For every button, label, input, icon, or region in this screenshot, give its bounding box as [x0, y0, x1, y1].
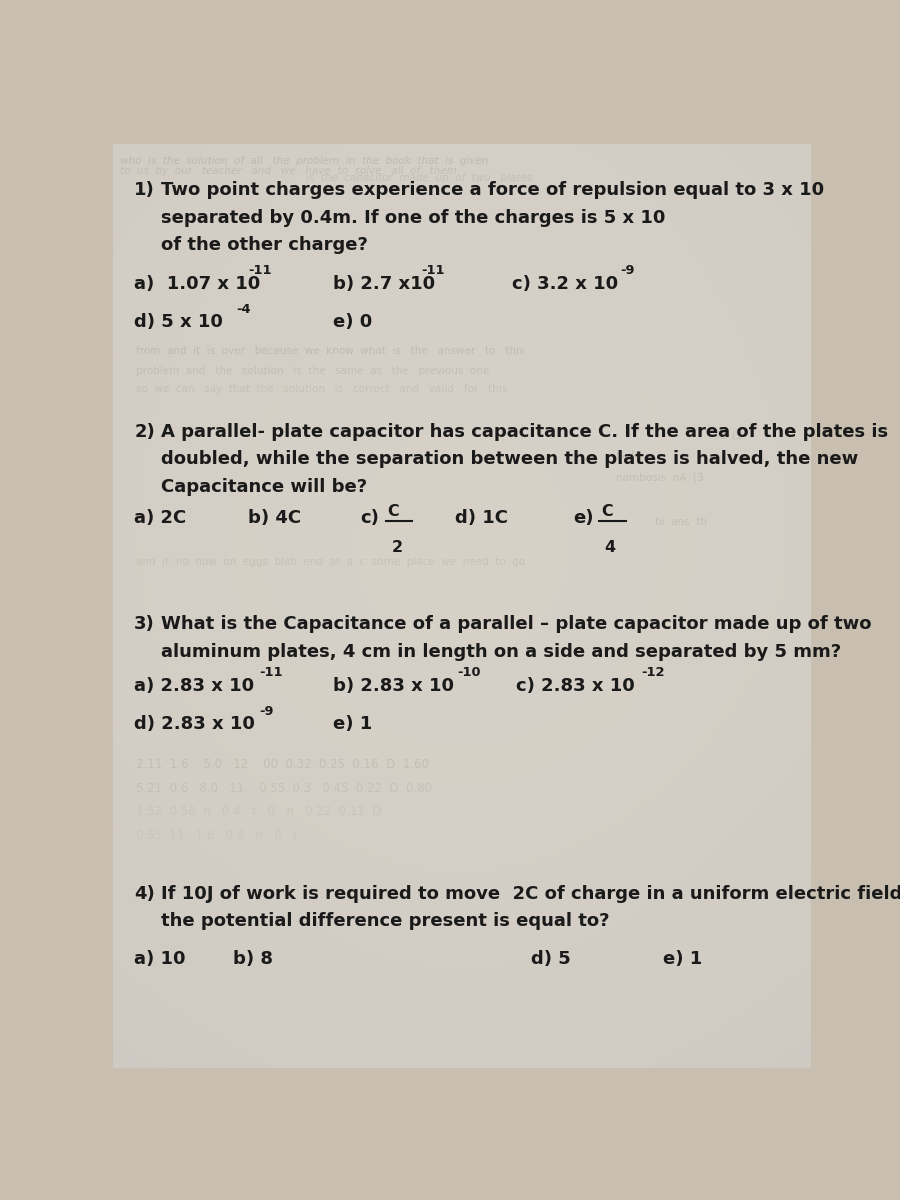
Text: -9: -9	[260, 704, 274, 718]
Text: to  us  by  our   teacher   and   we   have  to  solve   all  of   them: to us by our teacher and we have to solv…	[121, 166, 457, 175]
Text: c): c)	[361, 509, 380, 527]
Text: 3): 3)	[134, 616, 155, 634]
Text: b) 2.83 x 10: b) 2.83 x 10	[333, 677, 454, 695]
Text: d) 1C: d) 1C	[455, 509, 508, 527]
Text: is  (5: is (5	[717, 431, 742, 440]
Text: -4: -4	[237, 302, 251, 316]
Text: problem  and   the   solution   is  the   same  as   the   previous  one: problem and the solution is the same as …	[136, 366, 489, 376]
Text: -11: -11	[248, 264, 272, 277]
Text: doubled, while the separation between the plates is halved, the new: doubled, while the separation between th…	[160, 450, 858, 468]
Text: 2.11  1.6    5.0   12    00  0.32  0.25  0.16  D  1.60: 2.11 1.6 5.0 12 00 0.32 0.25 0.16 D 1.60	[136, 757, 428, 770]
Text: 5.21  0.6   8.0   11    0.55  0.3   0.45  0.22  D  0.80: 5.21 0.6 8.0 11 0.55 0.3 0.45 0.22 D 0.8…	[136, 782, 432, 796]
Text: a)  1.07 x 10: a) 1.07 x 10	[134, 275, 260, 293]
Text: 2: 2	[392, 540, 402, 554]
Text: d) 2.83 x 10: d) 2.83 x 10	[134, 715, 255, 733]
Text: -12: -12	[641, 666, 664, 679]
Text: bi  ans  th: bi ans th	[655, 517, 706, 527]
Text: from  and  it  is  over   because  we  know  what  is   the   answer   to   this: from and it is over because we know what…	[136, 346, 524, 355]
Text: aluminum plates, 4 cm in length on a side and separated by 5 mm?: aluminum plates, 4 cm in length on a sid…	[160, 643, 841, 661]
Text: is  the  capacitor  made  up  of  two   plates: is the capacitor made up of two plates	[306, 173, 533, 184]
Text: 2): 2)	[134, 422, 155, 440]
Text: What is the Capacitance of a parallel – plate capacitor made up of two: What is the Capacitance of a parallel – …	[160, 616, 871, 634]
Text: a) 2C: a) 2C	[134, 509, 186, 527]
Text: and  it  no  now  on  eggs  blab  end  at  a  c  some  place  we  need  to  go: and it no now on eggs blab end at a c so…	[136, 557, 525, 566]
Text: so  we  can   say  that  the   solution   is   correct   and   valid   for   thi: so we can say that the solution is corre…	[136, 384, 507, 395]
Text: 4): 4)	[134, 884, 155, 902]
Text: Capacitance will be?: Capacitance will be?	[160, 478, 366, 496]
Text: 4: 4	[605, 540, 616, 554]
Text: 0.55  11   1.6   0.4   n   0   t: 0.55 11 1.6 0.4 n 0 t	[136, 828, 297, 841]
Text: Two point charges experience a force of repulsion equal to 3 x 10: Two point charges experience a force of …	[160, 181, 824, 199]
Text: b) 4C: b) 4C	[248, 509, 302, 527]
Text: -11: -11	[260, 666, 284, 679]
Text: e) 1: e) 1	[662, 950, 702, 968]
Text: b) 8: b) 8	[232, 950, 273, 968]
Text: -10: -10	[457, 666, 481, 679]
Text: who  is  the  solution  of  all   the  problem  in  the  book  that  is  given: who is the solution of all the problem i…	[121, 156, 489, 166]
Text: e) 0: e) 0	[333, 313, 373, 331]
Text: separated by 0.4m. If one of the charges is 5 x 10: separated by 0.4m. If one of the charges…	[160, 209, 665, 227]
Text: the potential difference present is equal to?: the potential difference present is equa…	[160, 912, 609, 930]
Text: 1.52  0.56  n   0.4   t   0   n   0.22  0.11  D: 1.52 0.56 n 0.4 t 0 n 0.22 0.11 D	[136, 805, 382, 818]
Text: C: C	[388, 504, 400, 520]
Text: 1): 1)	[134, 181, 155, 199]
Text: c) 2.83 x 10: c) 2.83 x 10	[516, 677, 634, 695]
Text: If 10J of work is required to move  2C of charge in a uniform electric field,: If 10J of work is required to move 2C of…	[160, 884, 900, 902]
Text: nombosis  nA  (3: nombosis nA (3	[616, 473, 704, 482]
Text: a) 10: a) 10	[134, 950, 185, 968]
Text: c) 3.2 x 10: c) 3.2 x 10	[511, 275, 617, 293]
Text: -11: -11	[421, 264, 445, 277]
Text: e): e)	[573, 509, 594, 527]
Text: e) 1: e) 1	[333, 715, 373, 733]
Text: A parallel- plate capacitor has capacitance C. If the area of the plates is: A parallel- plate capacitor has capacita…	[160, 422, 887, 440]
Text: is  lo: is lo	[616, 450, 641, 461]
Text: a) 2.83 x 10: a) 2.83 x 10	[134, 677, 255, 695]
Text: d) 5 x 10: d) 5 x 10	[134, 313, 223, 331]
Text: b) 2.7 x10: b) 2.7 x10	[333, 275, 436, 293]
Text: C: C	[601, 504, 612, 520]
Text: of the other charge?: of the other charge?	[160, 236, 367, 254]
Text: -9: -9	[620, 264, 634, 277]
Text: d) 5: d) 5	[531, 950, 571, 968]
